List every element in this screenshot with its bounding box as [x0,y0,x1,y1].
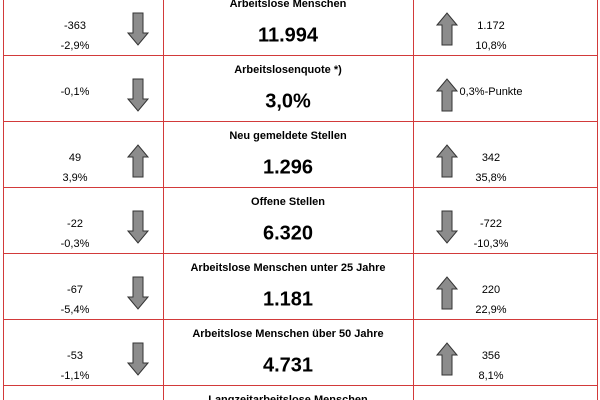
arrow-up [435,276,459,310]
arrow-down [126,78,150,112]
right-change: -722 [480,218,502,230]
arrow-up [126,144,150,178]
arrow-up [435,12,459,46]
row-title: Arbeitslose Menschen über 50 Jahre [192,328,383,340]
row-title: Neu gemeldete Stellen [229,130,347,142]
row-value: 1.181 [263,288,313,310]
arrow-down [126,276,150,310]
row-value: 6.320 [263,222,313,244]
left-change: -1,1% [61,370,90,382]
right-change: 220 [482,284,500,296]
left-change: -22 [67,218,83,230]
right-change: 8,1% [478,370,503,382]
table-grid [3,0,598,400]
left-change: -2,9% [61,40,90,52]
right-change: -10,3% [474,238,509,250]
left-change: -67 [67,284,83,296]
row-value: 1.296 [263,156,313,178]
left-change: -53 [67,350,83,362]
arrow-down [126,342,150,376]
right-change: 22,9% [475,304,506,316]
row-value: 4.731 [263,354,313,376]
row-title: Arbeitslose Menschen unter 25 Jahre [190,262,385,274]
left-change: 3,9% [62,172,87,184]
right-change: 1.172 [477,20,505,32]
right-change: 10,8% [475,40,506,52]
row-title: Offene Stellen [251,196,325,208]
left-change: 49 [69,152,81,164]
left-change: -0,1% [61,86,90,98]
row-value: 3,0% [265,90,311,112]
row-value: 11.994 [258,24,319,46]
arrow-up [435,78,459,112]
right-change: 35,8% [475,172,506,184]
right-change: 342 [482,152,500,164]
arrow-down [435,210,459,244]
row-title: Arbeitslosenquote *) [234,64,342,76]
arrow-up [435,144,459,178]
row-title: Arbeitslose Menschen [230,0,347,10]
left-change: -5,4% [61,304,90,316]
arrow-up [435,342,459,376]
right-change: 0,3%-Punkte [460,86,523,98]
left-change: -0,3% [61,238,90,250]
left-change: -363 [64,20,86,32]
row-title: Langzeitarbeitslose Menschen [208,394,368,400]
right-change: 356 [482,350,500,362]
arrow-down [126,12,150,46]
arrow-down [126,210,150,244]
